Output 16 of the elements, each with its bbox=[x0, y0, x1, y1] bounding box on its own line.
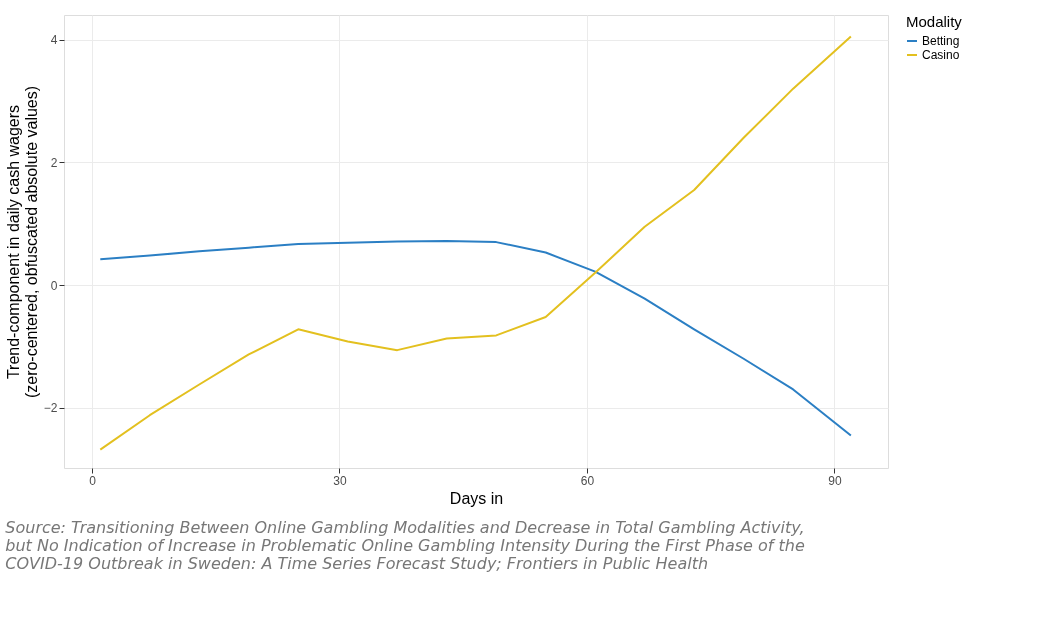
x-tick-label: 60 bbox=[580, 473, 595, 488]
y-tick-label: 0 bbox=[50, 278, 58, 293]
x-tick-label: 0 bbox=[89, 473, 97, 488]
line-series bbox=[99, 239, 852, 437]
legend-label: Casino bbox=[922, 48, 960, 62]
line-series bbox=[99, 35, 852, 451]
x-tick-label: 30 bbox=[333, 473, 347, 488]
y-axis-title: Trend-component in daily cash wagers (zero-centered, obfuscated absolute values) bbox=[4, 85, 40, 399]
y-tick-label: −2 bbox=[43, 401, 58, 416]
x-tick-label: 90 bbox=[828, 473, 842, 488]
legend-title: Modality bbox=[906, 13, 963, 30]
y-tick-label: 4 bbox=[50, 33, 58, 48]
x-axis-title: Days in bbox=[449, 489, 504, 507]
legend-label: Betting bbox=[922, 34, 960, 48]
source-note: Source: Transitioning Between Online Gambling Modalities and Decrease in Total Gambling Activity, but No Indication of Increase in Problematic Online Gambling Intensity During the First Phase of the COVID-19 Outbreak in Sweden: A Time Series Forecast Study; Frontiers in Public Health bbox=[5, 518, 805, 573]
y-tick-label: 2 bbox=[50, 155, 58, 170]
